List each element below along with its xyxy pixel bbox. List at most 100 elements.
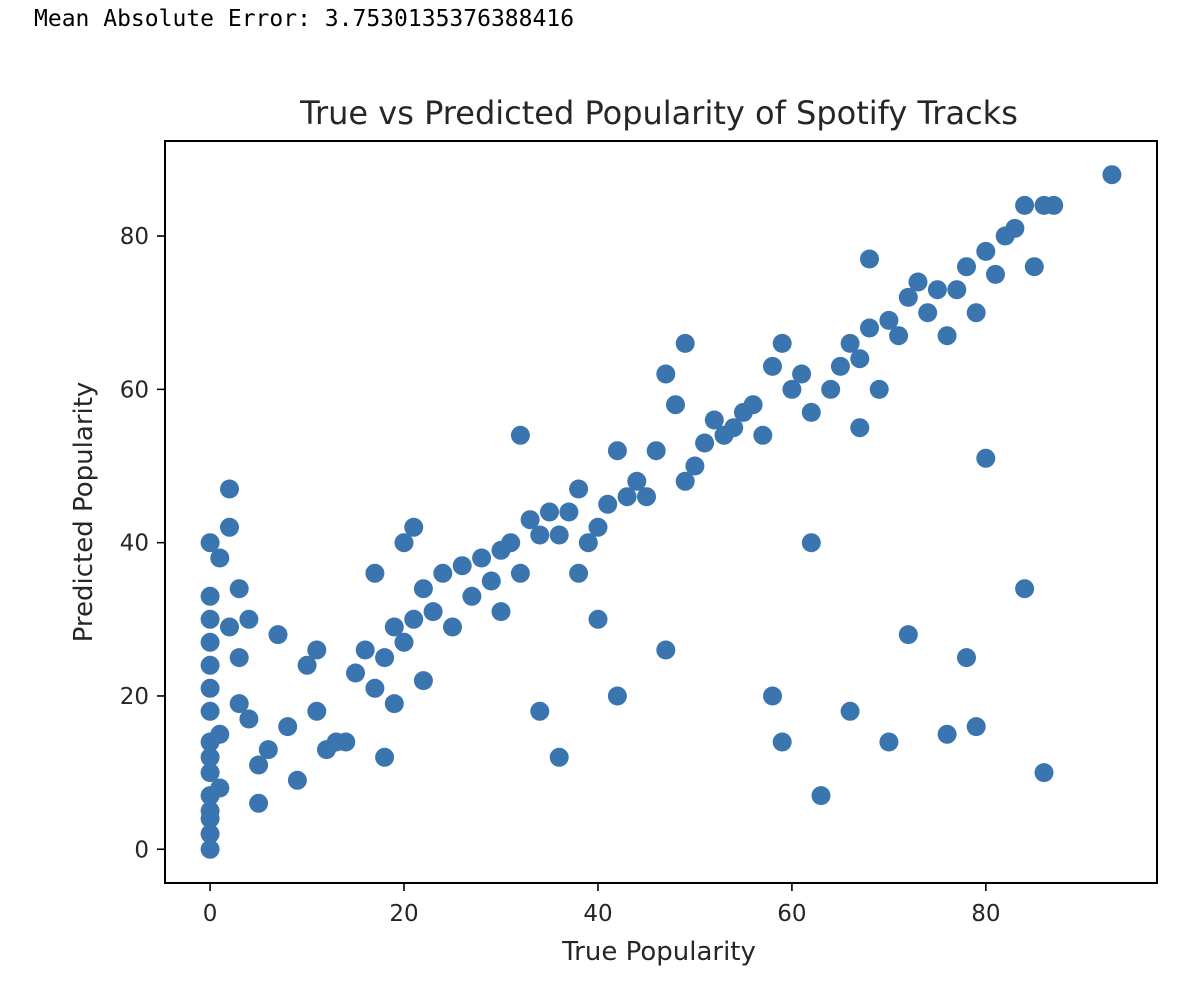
data-point	[1102, 165, 1122, 185]
data-point	[947, 280, 967, 300]
x-tick-label: 60	[777, 901, 806, 927]
data-point	[666, 395, 685, 415]
x-tick-label: 40	[583, 901, 612, 927]
x-tick-label: 20	[389, 901, 418, 927]
data-point	[404, 517, 424, 537]
data-point	[957, 257, 976, 277]
data-point	[821, 379, 841, 399]
data-point	[656, 364, 676, 384]
data-point	[384, 694, 404, 714]
data-point	[937, 724, 957, 744]
data-point	[491, 602, 511, 622]
data-point	[724, 418, 744, 438]
data-point	[346, 663, 365, 683]
data-point	[375, 747, 395, 767]
data-point	[889, 326, 909, 346]
data-point	[840, 333, 860, 353]
data-point	[530, 701, 550, 721]
data-point	[860, 249, 879, 269]
data-point	[898, 625, 918, 645]
scatter-points	[200, 165, 1122, 859]
data-point	[976, 448, 996, 468]
y-tick-label: 80	[120, 224, 149, 250]
data-point	[966, 303, 986, 323]
data-point	[200, 533, 220, 553]
data-point	[394, 533, 414, 553]
data-point	[646, 441, 666, 461]
data-point	[840, 701, 860, 721]
data-point	[607, 441, 627, 461]
data-point	[404, 609, 424, 629]
data-point	[850, 418, 870, 438]
data-point	[1044, 195, 1064, 215]
data-point	[569, 479, 589, 499]
data-point	[927, 280, 947, 300]
data-point	[307, 701, 327, 721]
data-point	[772, 333, 792, 353]
data-point	[200, 747, 220, 767]
data-point	[850, 349, 870, 369]
data-point	[239, 609, 259, 629]
data-point	[830, 356, 850, 376]
y-axis-ticks: 0 20 40 60 80	[120, 224, 165, 863]
data-point	[763, 356, 782, 376]
data-point	[792, 364, 812, 384]
y-axis-label: Predicted Popularity	[69, 382, 99, 643]
data-point	[908, 272, 928, 292]
data-point	[879, 732, 899, 752]
data-point	[229, 648, 249, 668]
data-point	[569, 563, 589, 583]
data-point	[801, 402, 821, 422]
data-point	[869, 379, 889, 399]
data-point	[200, 609, 220, 629]
data-point	[278, 717, 298, 737]
data-point	[675, 471, 695, 491]
data-point	[811, 786, 831, 806]
data-point	[898, 287, 918, 307]
data-point	[656, 640, 676, 660]
data-point	[413, 579, 433, 599]
data-point	[200, 586, 220, 606]
data-point	[966, 717, 986, 737]
data-point	[879, 310, 899, 330]
data-point	[365, 678, 385, 698]
data-point	[753, 425, 773, 445]
data-point	[772, 732, 792, 752]
data-point	[229, 579, 249, 599]
data-point	[268, 625, 288, 645]
data-point	[704, 410, 724, 430]
data-point	[588, 517, 608, 537]
data-point	[423, 602, 443, 622]
data-point	[598, 494, 618, 514]
y-tick-label: 20	[120, 684, 149, 710]
data-point	[559, 502, 579, 522]
data-point	[258, 740, 278, 760]
data-point	[627, 471, 647, 491]
data-point	[297, 655, 317, 675]
data-point	[510, 425, 530, 445]
data-point	[1005, 218, 1025, 238]
y-tick-label: 60	[120, 377, 149, 403]
data-point	[986, 264, 1005, 284]
data-point	[607, 686, 627, 706]
data-point	[937, 326, 957, 346]
data-point	[695, 433, 715, 453]
data-point	[239, 709, 259, 729]
y-tick-label: 40	[120, 531, 149, 557]
data-point	[782, 379, 802, 399]
data-point	[510, 563, 530, 583]
data-point	[336, 732, 356, 752]
data-point	[1034, 763, 1054, 783]
data-point	[394, 632, 414, 652]
data-point	[200, 763, 220, 783]
data-point	[1015, 195, 1035, 215]
data-point	[443, 617, 462, 637]
data-point	[200, 632, 220, 652]
x-axis-label: True Popularity	[561, 937, 756, 967]
data-point	[307, 640, 327, 660]
x-tick-label: 0	[203, 901, 218, 927]
data-point	[200, 678, 220, 698]
y-tick-label: 0	[134, 837, 149, 863]
data-point	[472, 548, 492, 568]
